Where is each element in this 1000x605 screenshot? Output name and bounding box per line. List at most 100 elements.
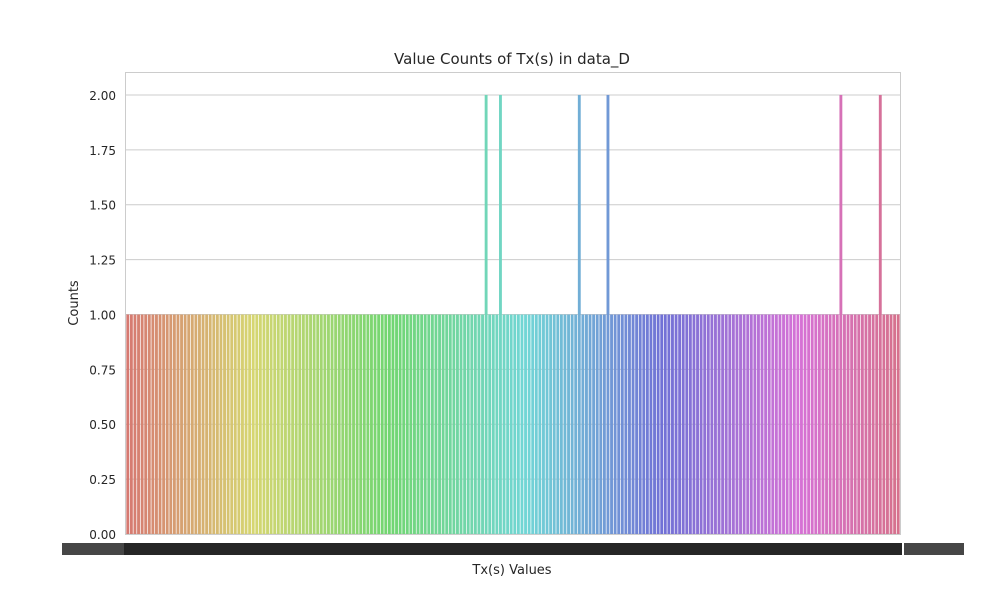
bar — [194, 314, 198, 534]
bar — [681, 314, 685, 534]
bar — [760, 314, 764, 534]
bar — [645, 314, 649, 534]
bar — [155, 314, 158, 534]
bar — [685, 314, 689, 534]
bar — [563, 314, 567, 534]
bar — [312, 314, 316, 534]
bar — [137, 314, 140, 534]
bar — [373, 314, 377, 534]
bar — [230, 314, 234, 534]
x-tick-labels-overlap-edge — [904, 543, 964, 555]
bar — [420, 314, 424, 534]
bar — [721, 314, 725, 534]
bar — [459, 314, 463, 534]
y-axis-label: Counts — [67, 280, 82, 326]
y-axis-ticks: 0.00 0.25 0.50 0.75 1.00 1.25 1.50 1.75 2.00 — [89, 89, 116, 542]
bar — [126, 314, 130, 534]
bar — [180, 314, 183, 534]
bar — [843, 314, 846, 534]
bar — [212, 314, 216, 534]
bar — [316, 314, 320, 534]
bar — [269, 314, 273, 534]
bar — [395, 314, 398, 534]
bar — [140, 314, 144, 534]
bar — [344, 314, 348, 534]
bar — [585, 314, 588, 534]
bar — [470, 314, 474, 534]
bar — [516, 314, 520, 534]
bar — [409, 314, 413, 534]
bar — [620, 314, 624, 534]
bar — [241, 314, 244, 534]
bar — [484, 94, 488, 534]
bar — [606, 94, 610, 534]
bar — [473, 314, 477, 534]
bar — [724, 314, 728, 534]
bar — [524, 314, 527, 534]
bar — [520, 314, 524, 534]
bar — [445, 314, 449, 534]
chart-title: Value Counts of Tx(s) in data_D — [394, 50, 630, 69]
bar — [803, 314, 807, 534]
bar — [327, 314, 330, 534]
bar — [764, 314, 768, 534]
bar — [671, 314, 674, 534]
bar — [846, 314, 850, 534]
bar — [430, 314, 434, 534]
bar — [857, 314, 861, 534]
bar — [753, 314, 757, 534]
bar — [294, 314, 298, 534]
bar — [416, 314, 420, 534]
bar — [319, 314, 323, 534]
bar — [635, 314, 639, 534]
bar — [792, 314, 796, 534]
bar — [190, 314, 194, 534]
x-axis-label: Tx(s) Values — [471, 563, 551, 578]
bar — [176, 314, 180, 534]
bar — [850, 314, 854, 534]
bar — [807, 314, 811, 534]
bar — [298, 314, 302, 534]
bar — [499, 94, 502, 534]
bar — [717, 314, 721, 534]
bar — [226, 314, 230, 534]
bar — [570, 314, 574, 534]
bar — [377, 314, 381, 534]
bar — [835, 314, 839, 534]
bar — [699, 314, 703, 534]
bar — [624, 314, 628, 534]
bar — [638, 314, 642, 534]
bar — [656, 314, 660, 534]
bar — [832, 314, 836, 534]
bar — [642, 314, 646, 534]
bar — [151, 314, 155, 534]
bar — [527, 314, 531, 534]
bar — [251, 314, 255, 534]
bar — [427, 314, 431, 534]
bar — [291, 314, 295, 534]
bar — [574, 314, 578, 534]
bar — [649, 314, 653, 534]
x-axis-tick-labels — [62, 543, 964, 555]
bar — [531, 314, 535, 534]
bar — [746, 314, 750, 534]
bar — [882, 314, 886, 534]
bar — [491, 314, 495, 534]
bar — [169, 314, 173, 534]
bar — [767, 314, 771, 534]
bar — [660, 314, 664, 534]
bar — [742, 314, 746, 534]
bar — [323, 314, 327, 534]
y-tick-label: 0.50 — [89, 418, 116, 432]
bar — [463, 314, 467, 534]
bar — [481, 314, 484, 534]
bar — [370, 314, 373, 534]
x-tick-labels-overlap-edge — [62, 543, 126, 555]
bar — [309, 314, 312, 534]
bar — [739, 314, 742, 534]
bar — [237, 314, 241, 534]
y-tick-label: 0.25 — [89, 473, 116, 487]
bar — [796, 314, 800, 534]
bar — [710, 314, 714, 534]
